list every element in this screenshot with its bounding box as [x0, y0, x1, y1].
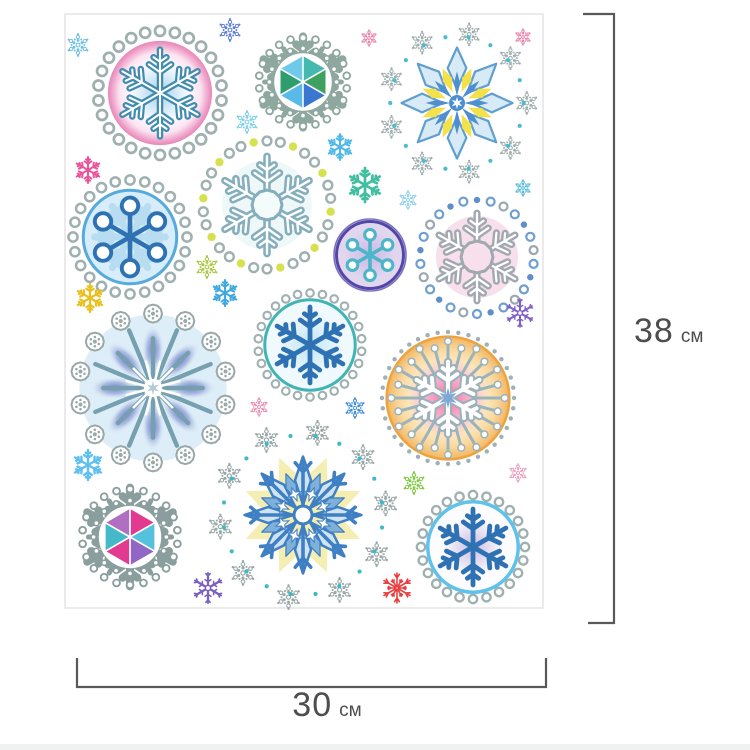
pink-rim-snowflake-sticker	[92, 24, 228, 162]
small-snowflake	[193, 571, 223, 605]
teal-circle-blue-snowflake-sticker	[253, 288, 367, 402]
width-dimension-label: 30 см	[262, 686, 392, 725]
small-snowflake	[345, 397, 365, 419]
small-snowflake	[348, 166, 382, 204]
small-snowflake	[499, 135, 521, 160]
height-unit: см	[680, 326, 704, 347]
dimension-lines	[75, 12, 616, 689]
small-snowflake	[255, 427, 278, 453]
small-snowflake	[231, 559, 255, 586]
small-snowflake	[219, 18, 241, 42]
small-snowflake	[73, 448, 103, 482]
small-snowflake	[515, 28, 531, 46]
small-snowflake	[67, 33, 89, 57]
width-value: 30	[292, 686, 333, 724]
mauve-lace-snowflake-sticker	[415, 196, 539, 320]
small-snowflake	[399, 190, 417, 210]
small-snowflake	[403, 471, 425, 495]
lace-hex-pink-purple-sticker	[78, 483, 182, 591]
small-snowflake	[374, 490, 397, 517]
small-snowflake	[327, 132, 353, 162]
blue-yellow-star-sticker	[381, 22, 538, 184]
lace-hex-blue-green-sticker	[254, 32, 352, 132]
small-snowflake	[212, 278, 238, 308]
small-snowflake	[236, 110, 258, 134]
width-unit: см	[339, 700, 362, 721]
small-snowflake	[515, 179, 531, 197]
big-blue-star-snowflake-sticker	[209, 419, 397, 611]
orange-rim-pink-snowflake-sticker	[379, 329, 517, 467]
small-snowflake	[411, 151, 433, 176]
small-snowflake	[516, 91, 538, 115]
small-snowflake	[277, 584, 300, 611]
small-snowflake	[75, 155, 101, 185]
silver-burst-snowflake-sticker	[70, 303, 236, 473]
sticker-sheet	[0, 13, 750, 750]
small-snowflake	[306, 419, 329, 446]
small-snowflake	[383, 572, 411, 604]
small-snowflake	[361, 29, 377, 47]
height-value: 38	[634, 312, 674, 350]
small-snowflake	[458, 159, 480, 184]
blue-circle-violet-snowflake-sticker	[415, 489, 531, 605]
blue-circle-dot-ring-sticker	[67, 174, 193, 300]
silver-lace-snowflake-sticker	[197, 135, 337, 275]
small-snowflake	[411, 30, 433, 55]
small-snowflake	[458, 22, 480, 47]
small-snowflake	[196, 255, 218, 279]
small-snowflake	[381, 114, 402, 139]
small-snowflake	[506, 298, 534, 328]
height-dimension-label: 38 см	[634, 312, 703, 351]
purple-circle-teal-snowflake-sticker	[333, 218, 407, 292]
small-snowflake	[509, 463, 527, 483]
small-snowflake	[499, 46, 521, 71]
small-snowflake	[250, 397, 268, 417]
small-snowflake	[76, 282, 104, 314]
